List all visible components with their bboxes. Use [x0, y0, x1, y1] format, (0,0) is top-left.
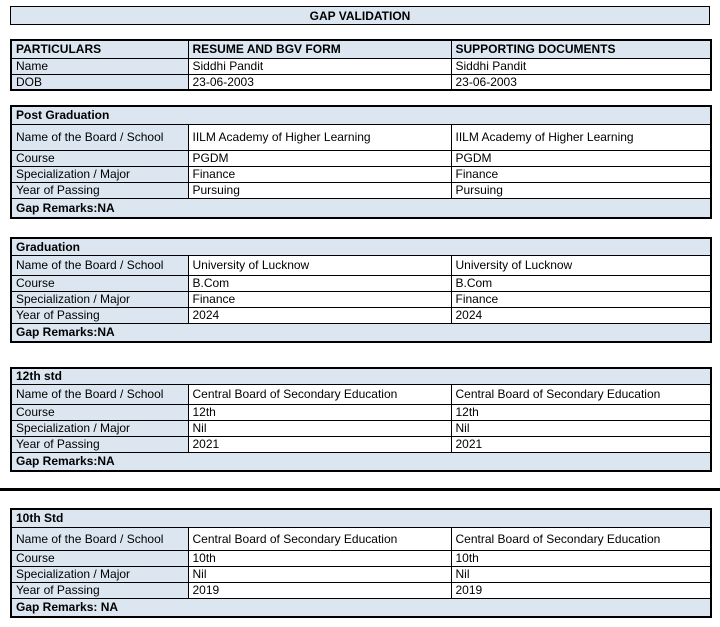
board-supporting-value: IILM Academy of Higher Learning	[450, 123, 712, 151]
gap-remarks: Gap Remarks:NA	[10, 197, 712, 219]
row-label-year: Year of Passing	[10, 181, 189, 199]
table-row: Year of Passing 2019 2019	[10, 581, 712, 599]
column-header-particulars: PARTICULARS	[10, 39, 189, 59]
row-label-dob: DOB	[10, 73, 189, 91]
section-title: Graduation	[10, 237, 712, 256]
row-label-specialization: Specialization / Major	[10, 165, 189, 183]
specialization-supporting-value: Finance	[450, 165, 712, 183]
table-row: Course 12th 12th	[10, 403, 712, 421]
gap-remarks: Gap Remarks:NA	[10, 322, 712, 343]
section-title: Post Graduation	[10, 105, 712, 125]
year-supporting-value: 2024	[450, 306, 712, 324]
table-row: Course PGDM PGDM	[10, 149, 712, 167]
column-header-supporting: SUPPORTING DOCUMENTS	[450, 39, 712, 59]
table-row: Name Siddhi Pandit Siddhi Pandit	[10, 57, 712, 75]
row-label-year: Year of Passing	[10, 435, 189, 453]
year-supporting-value: 2021	[450, 435, 712, 453]
row-label-year: Year of Passing	[10, 581, 189, 599]
year-resume-value: 2019	[187, 581, 452, 599]
row-label-board: Name of the Board / School	[10, 526, 189, 551]
board-resume-value: University of Lucknow	[187, 254, 452, 276]
course-resume-value: 10th	[187, 549, 452, 567]
table-row: Year of Passing 2021 2021	[10, 435, 712, 453]
specialization-supporting-value: Nil	[450, 419, 712, 437]
board-resume-value: Central Board of Secondary Education	[187, 383, 452, 405]
specialization-resume-value: Finance	[187, 290, 452, 308]
row-label-specialization: Specialization / Major	[10, 565, 189, 583]
section-table-post-graduation: Post Graduation Name of the Board / Scho…	[10, 105, 713, 219]
row-label-course: Course	[10, 549, 189, 567]
specialization-resume-value: Nil	[187, 419, 452, 437]
dob-supporting-value: 23-06-2003	[450, 73, 712, 91]
specialization-resume-value: Nil	[187, 565, 452, 583]
table-row: Specialization / Major Nil Nil	[10, 419, 712, 437]
section-title: 10th Std	[10, 508, 712, 528]
course-resume-value: PGDM	[187, 149, 452, 167]
gap-remarks: Gap Remarks:NA	[10, 451, 712, 472]
row-label-specialization: Specialization / Major	[10, 419, 189, 437]
specialization-supporting-value: Nil	[450, 565, 712, 583]
row-label-course: Course	[10, 274, 189, 292]
section-divider-line	[0, 488, 720, 491]
table-row: Name of the Board / School Central Board…	[10, 526, 712, 551]
row-label-course: Course	[10, 149, 189, 167]
board-supporting-value: University of Lucknow	[450, 254, 712, 276]
row-label-year: Year of Passing	[10, 306, 189, 324]
row-label-board: Name of the Board / School	[10, 254, 189, 276]
row-label-course: Course	[10, 403, 189, 421]
year-resume-value: 2024	[187, 306, 452, 324]
table-row: Year of Passing 2024 2024	[10, 306, 712, 324]
table-row: Course B.Com B.Com	[10, 274, 712, 292]
column-header-resume: RESUME AND BGV FORM	[187, 39, 452, 59]
name-supporting-value: Siddhi Pandit	[450, 57, 712, 75]
course-supporting-value: B.Com	[450, 274, 712, 292]
page-title: GAP VALIDATION	[10, 6, 710, 25]
course-supporting-value: 10th	[450, 549, 712, 567]
year-supporting-value: Pursuing	[450, 181, 712, 199]
section-table-graduation: Graduation Name of the Board / School Un…	[10, 237, 712, 343]
specialization-supporting-value: Finance	[450, 290, 712, 308]
section-title: 12th std	[10, 367, 712, 385]
table-row: Name of the Board / School University of…	[10, 254, 712, 276]
row-label-board: Name of the Board / School	[10, 123, 189, 151]
year-resume-value: Pursuing	[187, 181, 452, 199]
table-row: Course 10th 10th	[10, 549, 712, 567]
row-label-board: Name of the Board / School	[10, 383, 189, 405]
board-supporting-value: Central Board of Secondary Education	[450, 526, 712, 551]
specialization-resume-value: Finance	[187, 165, 452, 183]
dob-resume-value: 23-06-2003	[187, 73, 452, 91]
gap-remarks: Gap Remarks: NA	[10, 597, 712, 618]
course-resume-value: 12th	[187, 403, 452, 421]
year-resume-value: 2021	[187, 435, 452, 453]
table-row: Name of the Board / School IILM Academy …	[10, 123, 712, 151]
table-row: Specialization / Major Finance Finance	[10, 165, 712, 183]
table-row: Specialization / Major Nil Nil	[10, 565, 712, 583]
year-supporting-value: 2019	[450, 581, 712, 599]
board-resume-value: Central Board of Secondary Education	[187, 526, 452, 551]
table-row: Specialization / Major Finance Finance	[10, 290, 712, 308]
row-label-specialization: Specialization / Major	[10, 290, 189, 308]
course-supporting-value: 12th	[450, 403, 712, 421]
table-row: Name of the Board / School Central Board…	[10, 383, 712, 405]
section-table-10th-std: 10th Std Name of the Board / School Cent…	[10, 508, 713, 618]
table-row: DOB 23-06-2003 23-06-2003	[10, 73, 712, 91]
course-resume-value: B.Com	[187, 274, 452, 292]
section-table-12th-std: 12th std Name of the Board / School Cent…	[10, 367, 712, 472]
row-label-name: Name	[10, 57, 189, 75]
table-row: Year of Passing Pursuing Pursuing	[10, 181, 712, 199]
board-supporting-value: Central Board of Secondary Education	[450, 383, 712, 405]
course-supporting-value: PGDM	[450, 149, 712, 167]
board-resume-value: IILM Academy of Higher Learning	[187, 123, 452, 151]
name-resume-value: Siddhi Pandit	[187, 57, 452, 75]
particulars-table: PARTICULARS RESUME AND BGV FORM SUPPORTI…	[10, 39, 712, 91]
